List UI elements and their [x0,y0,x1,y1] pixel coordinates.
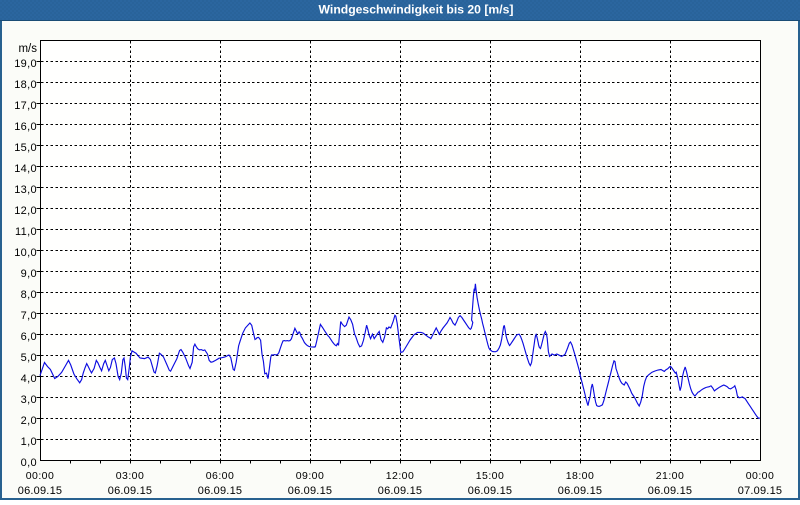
svg-text:15,0: 15,0 [14,142,37,154]
svg-text:5,0: 5,0 [21,352,37,364]
svg-text:18,0: 18,0 [14,79,37,91]
svg-text:4,0: 4,0 [21,373,37,385]
svg-text:0,0: 0,0 [21,457,37,469]
svg-text:06.09.15: 06.09.15 [558,485,602,497]
svg-text:06.09.15: 06.09.15 [378,485,422,497]
svg-text:06.09.15: 06.09.15 [198,485,242,497]
svg-text:10,0: 10,0 [14,247,37,259]
svg-text:06.09.15: 06.09.15 [18,485,62,497]
svg-text:3,0: 3,0 [21,394,37,406]
svg-text:11,0: 11,0 [15,226,37,238]
svg-text:12:00: 12:00 [386,470,415,482]
svg-text:13,0: 13,0 [14,184,37,196]
svg-text:00:00: 00:00 [746,470,775,482]
svg-text:06:00: 06:00 [206,470,235,482]
svg-text:06.09.15: 06.09.15 [468,485,512,497]
svg-text:09:00: 09:00 [296,470,325,482]
svg-text:1,0: 1,0 [21,436,37,448]
svg-text:9,0: 9,0 [21,268,37,280]
svg-text:15:00: 15:00 [476,470,505,482]
svg-text:8,0: 8,0 [21,289,37,301]
svg-text:6,0: 6,0 [21,331,37,343]
svg-text:19,0: 19,0 [14,58,37,70]
svg-text:03:00: 03:00 [116,470,145,482]
svg-text:7,0: 7,0 [21,310,37,322]
svg-text:14,0: 14,0 [14,163,37,175]
svg-text:18:00: 18:00 [566,470,595,482]
svg-text:06.09.15: 06.09.15 [288,485,332,497]
svg-text:17,0: 17,0 [14,100,37,112]
svg-text:16,0: 16,0 [14,121,37,133]
svg-text:07.09.15: 07.09.15 [738,485,782,497]
svg-text:21:00: 21:00 [656,470,685,482]
svg-text:06.09.15: 06.09.15 [648,485,692,497]
svg-text:2,0: 2,0 [21,415,37,427]
svg-text:m/s: m/s [18,43,37,55]
svg-text:12,0: 12,0 [14,205,37,217]
svg-text:06.09.15: 06.09.15 [108,485,152,497]
svg-text:00:00: 00:00 [26,470,55,482]
svg-text:Windgeschwindigkeit bis 20 [m/: Windgeschwindigkeit bis 20 [m/s] [319,3,514,17]
